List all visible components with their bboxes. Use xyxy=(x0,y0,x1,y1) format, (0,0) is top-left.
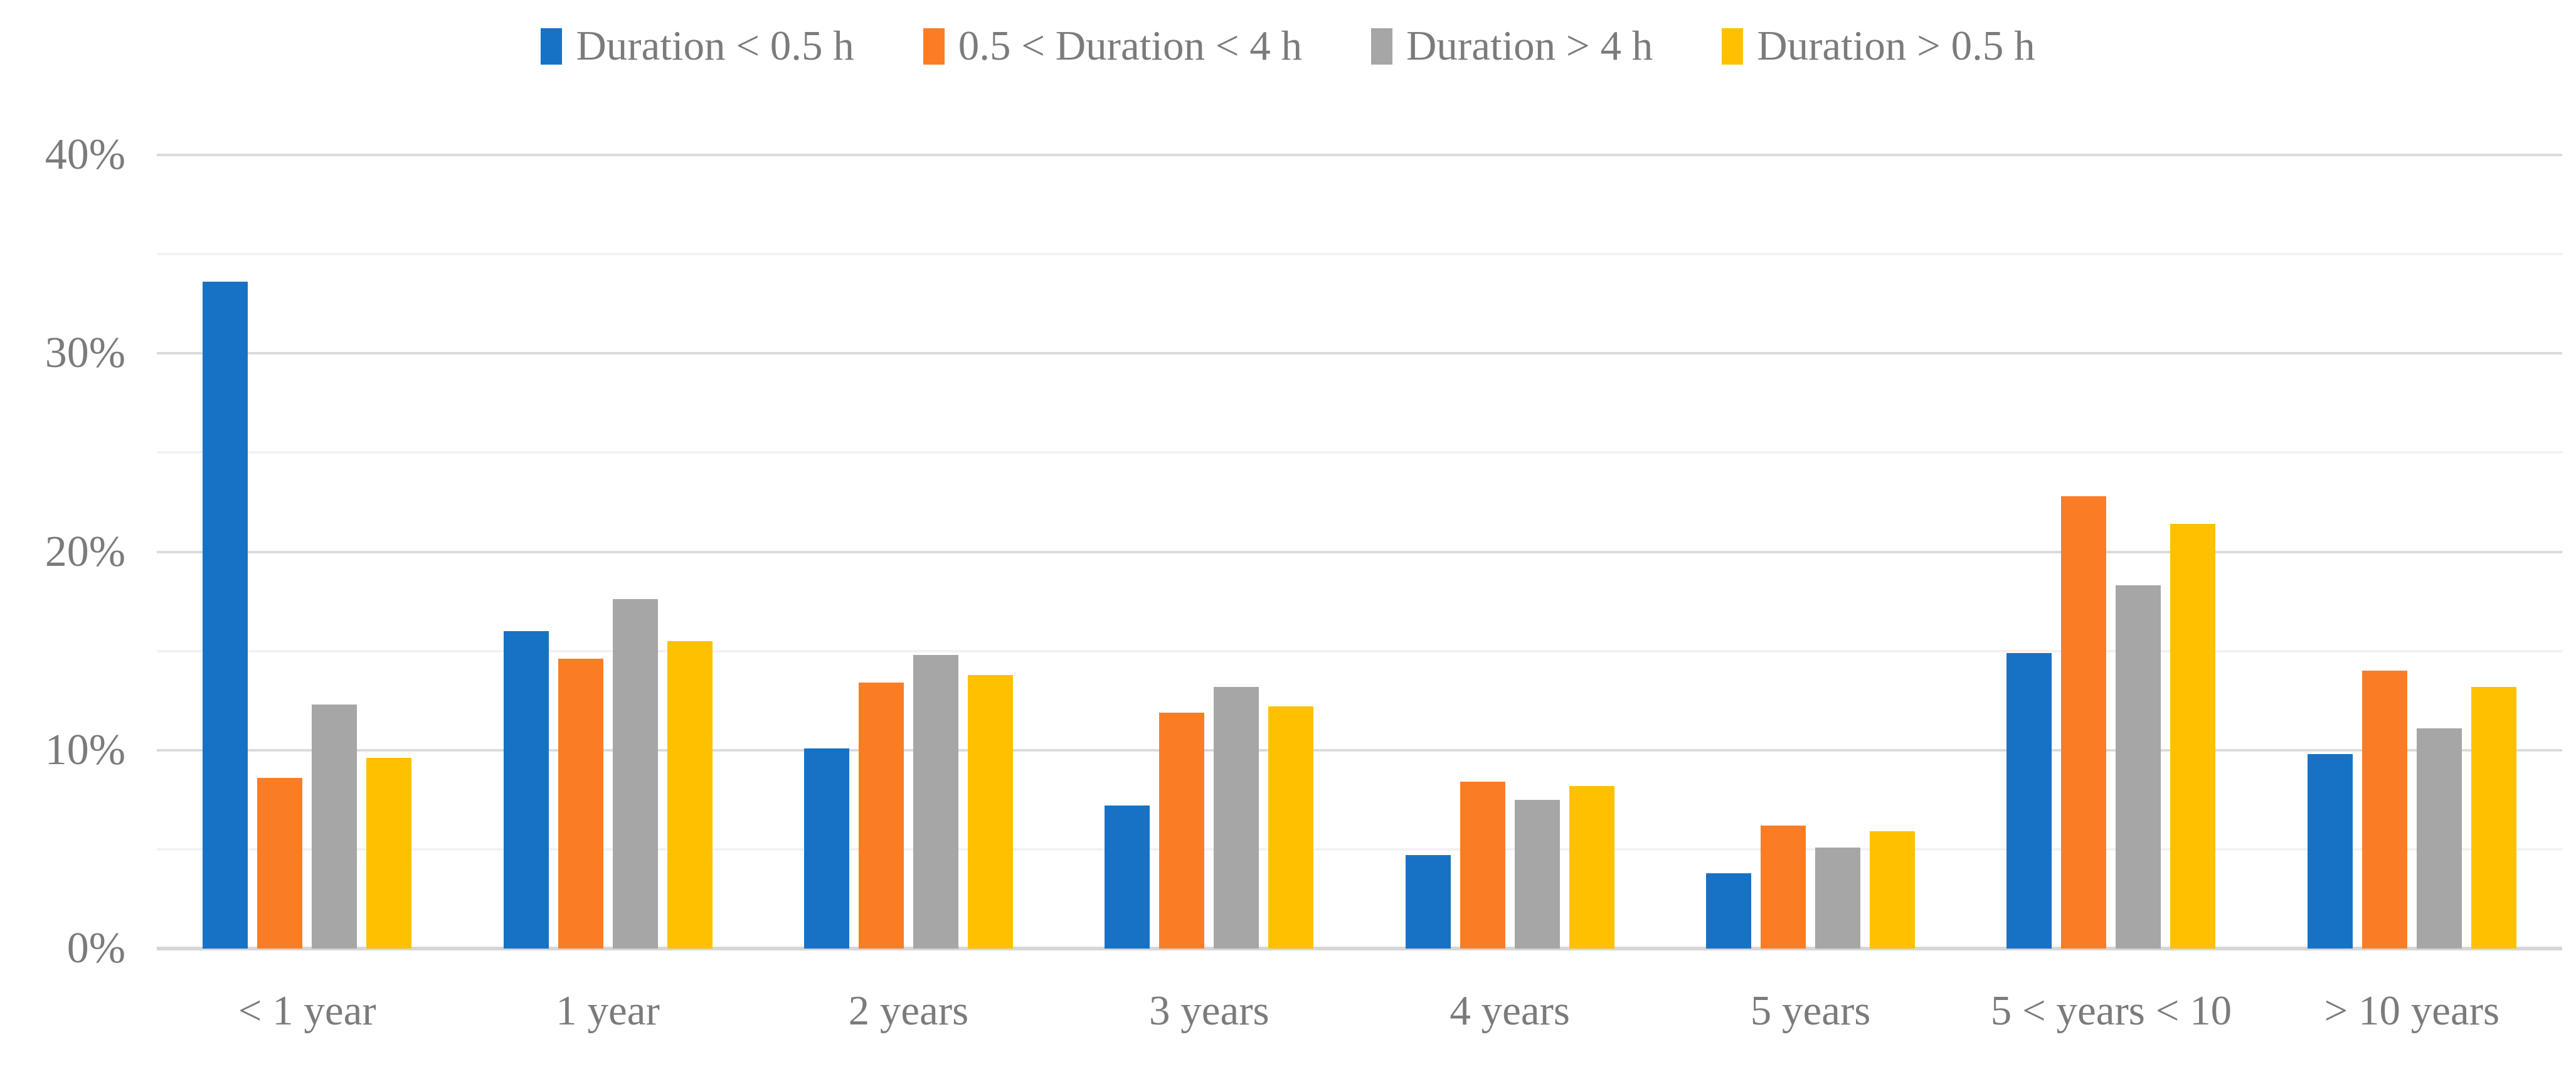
x-category-label: 4 years xyxy=(1450,987,1570,1034)
x-category-label: 5 < years < 10 xyxy=(1990,987,2232,1034)
bar xyxy=(1870,831,1916,949)
bar-group-7 xyxy=(1961,155,2261,949)
legend-label: 0.5 < Duration < 4 h xyxy=(958,23,1303,69)
bar xyxy=(2307,754,2353,949)
bar-group-8 xyxy=(2262,155,2562,949)
bar xyxy=(803,748,849,949)
gridline-20 xyxy=(157,550,2562,553)
bar xyxy=(1569,785,1614,949)
bar-group-3 xyxy=(758,155,1059,949)
x-category-label: < 1 year xyxy=(238,987,376,1034)
gridline-15 xyxy=(157,649,2562,652)
x-category-label: 3 years xyxy=(1149,987,1269,1034)
bar xyxy=(2361,671,2407,949)
gridline-10 xyxy=(157,748,2562,752)
legend: Duration < 0.5 h 0.5 < Duration < 4 h Dura… xyxy=(0,25,2576,67)
legend-swatch-icon xyxy=(1371,28,1393,65)
bar xyxy=(257,778,303,949)
bar xyxy=(1514,799,1560,949)
y-tick-label: 20% xyxy=(45,527,125,576)
plot-area xyxy=(157,154,2562,950)
legend-item: Duration > 0.5 h xyxy=(1722,25,2035,67)
bar xyxy=(312,705,358,949)
bar xyxy=(1815,847,1861,949)
bar xyxy=(1268,706,1314,949)
legend-label: Duration < 0.5 h xyxy=(576,23,854,69)
gridline-40 xyxy=(157,154,2562,156)
bar-group-6 xyxy=(1660,155,1961,949)
bar xyxy=(1460,782,1505,949)
bar xyxy=(667,641,713,949)
gridline-35 xyxy=(157,253,2562,256)
gridline-30 xyxy=(157,352,2562,355)
bar xyxy=(203,282,248,949)
bar xyxy=(1214,686,1259,949)
x-category-label: 2 years xyxy=(848,987,969,1034)
y-tick-label: 10% xyxy=(45,725,125,774)
legend-swatch-icon xyxy=(923,28,945,65)
bar xyxy=(2116,585,2161,949)
bar xyxy=(1706,873,1752,949)
legend-label: Duration > 4 h xyxy=(1406,23,1653,69)
bar xyxy=(1405,855,1451,949)
bar-group-1 xyxy=(157,155,457,949)
x-category-label: > 10 years xyxy=(2324,987,2500,1034)
legend-swatch-icon xyxy=(541,28,563,65)
bar xyxy=(967,674,1013,949)
bar xyxy=(1761,825,1806,949)
x-axis-line xyxy=(157,947,2562,950)
bar xyxy=(913,654,958,949)
bar xyxy=(2061,496,2107,949)
bar xyxy=(2006,652,2052,949)
legend-swatch-icon xyxy=(1722,28,1744,65)
bar xyxy=(366,758,412,949)
x-category-label: 5 years xyxy=(1750,987,1871,1034)
bar-group-2 xyxy=(457,155,758,949)
bar xyxy=(2416,728,2462,949)
bar xyxy=(503,631,549,949)
bar-group-4 xyxy=(1059,155,1359,949)
gridline-25 xyxy=(157,451,2562,454)
bar xyxy=(858,683,904,949)
bar-group-5 xyxy=(1360,155,1660,949)
legend-item: 0.5 < Duration < 4 h xyxy=(923,25,1302,67)
y-tick-label: 40% xyxy=(45,130,125,179)
bar xyxy=(2471,686,2516,949)
bar xyxy=(1105,806,1150,949)
bar xyxy=(2170,524,2216,949)
bar xyxy=(612,599,658,949)
gridline-5 xyxy=(157,848,2562,851)
legend-label: Duration > 0.5 h xyxy=(1757,23,2035,69)
bar xyxy=(558,659,603,949)
y-tick-label: 0% xyxy=(66,924,125,972)
legend-item: Duration > 4 h xyxy=(1371,25,1653,67)
bar xyxy=(1159,712,1205,949)
y-tick-label: 30% xyxy=(45,329,125,378)
x-category-label: 1 year xyxy=(556,987,660,1034)
legend-item: Duration < 0.5 h xyxy=(541,25,854,67)
